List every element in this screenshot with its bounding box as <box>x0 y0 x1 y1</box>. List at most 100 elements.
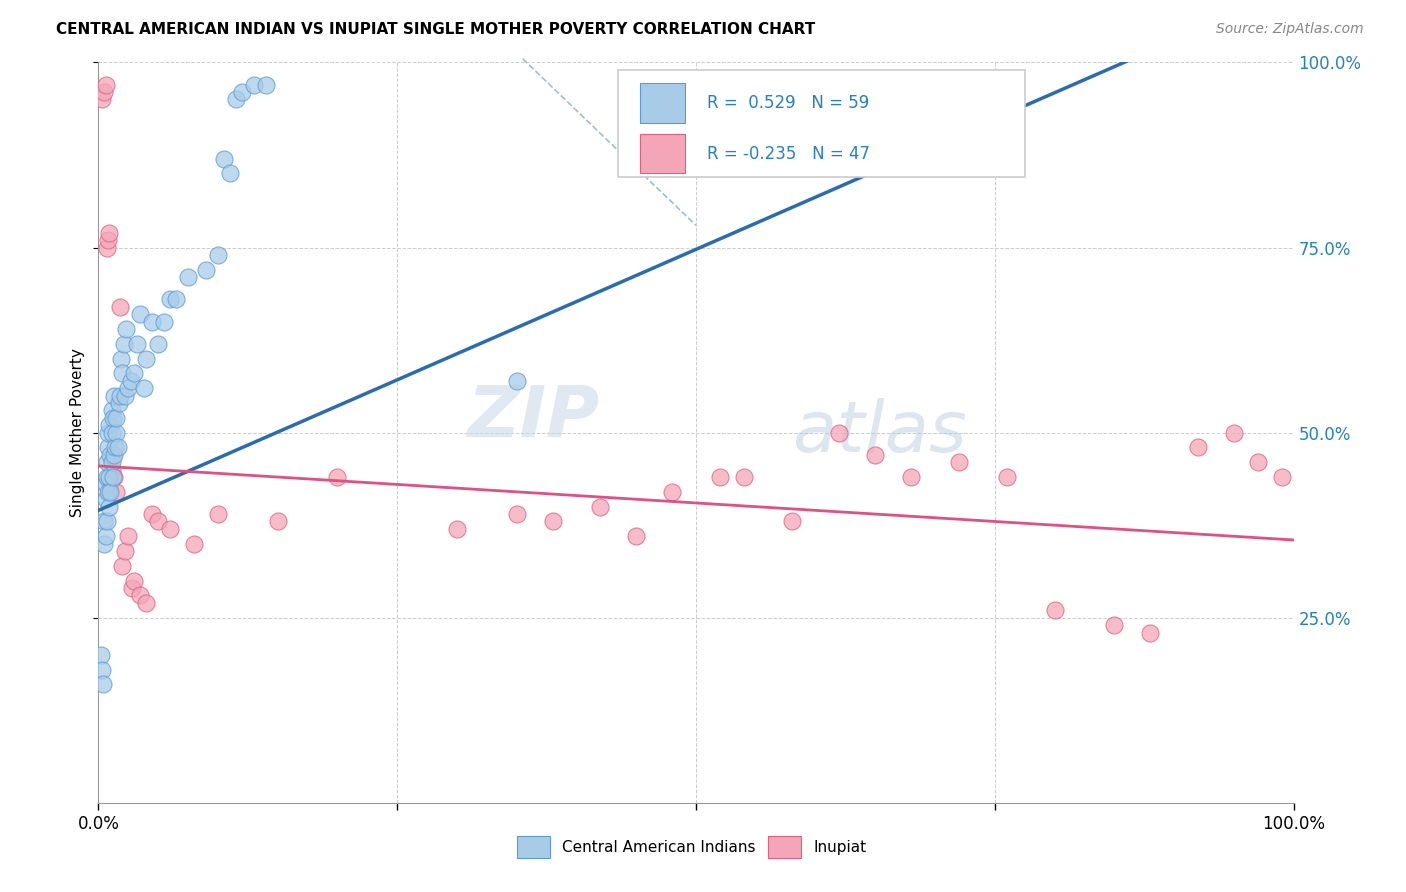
Point <box>541 515 564 529</box>
Point <box>446 522 468 536</box>
Bar <box>640 83 685 123</box>
Point <box>626 529 648 543</box>
Point <box>93 515 115 529</box>
Point <box>506 374 529 388</box>
Point <box>97 441 120 455</box>
Point <box>93 536 115 550</box>
Point <box>96 470 118 484</box>
Point <box>103 448 125 462</box>
Point <box>112 336 135 351</box>
Point <box>98 448 122 462</box>
Point <box>105 410 128 425</box>
Point <box>153 314 176 328</box>
Point <box>98 477 122 491</box>
Text: ZIP: ZIP <box>468 384 600 452</box>
Point <box>124 367 146 381</box>
Point <box>148 515 170 529</box>
Point <box>1043 603 1066 617</box>
Point <box>141 314 163 328</box>
Point <box>661 484 683 499</box>
Point <box>98 500 121 514</box>
Point <box>828 425 851 440</box>
Point <box>195 262 218 277</box>
Point <box>114 544 136 558</box>
Point <box>1139 625 1161 640</box>
Point <box>159 293 181 307</box>
Point <box>97 484 120 499</box>
Point <box>97 233 120 247</box>
Point <box>1223 425 1246 440</box>
Point <box>780 515 803 529</box>
Point <box>103 388 125 402</box>
Point <box>108 300 131 314</box>
Point <box>589 500 612 514</box>
Point <box>108 388 131 402</box>
Point <box>141 507 163 521</box>
Point <box>254 78 277 92</box>
Text: Source: ZipAtlas.com: Source: ZipAtlas.com <box>1216 22 1364 37</box>
Point <box>110 351 132 366</box>
Point <box>96 455 118 469</box>
Point <box>107 396 129 410</box>
Point <box>91 663 114 677</box>
Point <box>93 85 115 99</box>
FancyBboxPatch shape <box>619 70 1025 178</box>
Point <box>207 507 229 521</box>
Point <box>900 470 922 484</box>
Point <box>125 336 148 351</box>
Point <box>225 92 247 106</box>
Bar <box>640 134 685 173</box>
Point <box>96 515 118 529</box>
Point <box>100 403 122 417</box>
Point <box>111 558 134 573</box>
Point <box>103 470 125 484</box>
Point <box>97 425 120 440</box>
Text: CENTRAL AMERICAN INDIAN VS INUPIAT SINGLE MOTHER POVERTY CORRELATION CHART: CENTRAL AMERICAN INDIAN VS INUPIAT SINGL… <box>56 22 815 37</box>
Point <box>98 418 121 433</box>
Point <box>135 351 157 366</box>
Point <box>101 470 124 484</box>
Point <box>165 293 187 307</box>
Point <box>709 470 731 484</box>
Point <box>114 388 136 402</box>
Point <box>94 78 117 92</box>
Point <box>243 78 266 92</box>
Point <box>105 425 128 440</box>
Point <box>111 367 134 381</box>
Point <box>94 477 117 491</box>
Point <box>94 529 117 543</box>
Text: R =  0.529   N = 59: R = 0.529 N = 59 <box>707 95 869 112</box>
Point <box>506 507 529 521</box>
Point <box>231 85 253 99</box>
Point <box>100 462 122 476</box>
Point <box>115 322 138 336</box>
Point <box>129 589 152 603</box>
Point <box>1104 618 1126 632</box>
Point <box>101 410 124 425</box>
Point <box>120 374 142 388</box>
Bar <box>768 836 801 858</box>
Point <box>91 677 114 691</box>
Text: R = -0.235   N = 47: R = -0.235 N = 47 <box>707 145 870 162</box>
Point <box>98 226 121 240</box>
Point <box>948 455 970 469</box>
Point <box>101 448 124 462</box>
Point <box>91 92 114 106</box>
Point <box>733 470 755 484</box>
Point <box>124 574 146 588</box>
Text: Inupiat: Inupiat <box>813 839 866 855</box>
Point <box>94 492 117 507</box>
Point <box>105 484 128 499</box>
Point <box>117 529 139 543</box>
Point <box>117 381 139 395</box>
Text: Central American Indians: Central American Indians <box>562 839 755 855</box>
Point <box>129 307 152 321</box>
Point <box>148 336 170 351</box>
Point <box>1271 470 1294 484</box>
Point <box>98 484 122 499</box>
Point <box>107 441 129 455</box>
Point <box>212 152 235 166</box>
Point <box>132 381 155 395</box>
Point <box>135 596 157 610</box>
Point <box>98 470 121 484</box>
